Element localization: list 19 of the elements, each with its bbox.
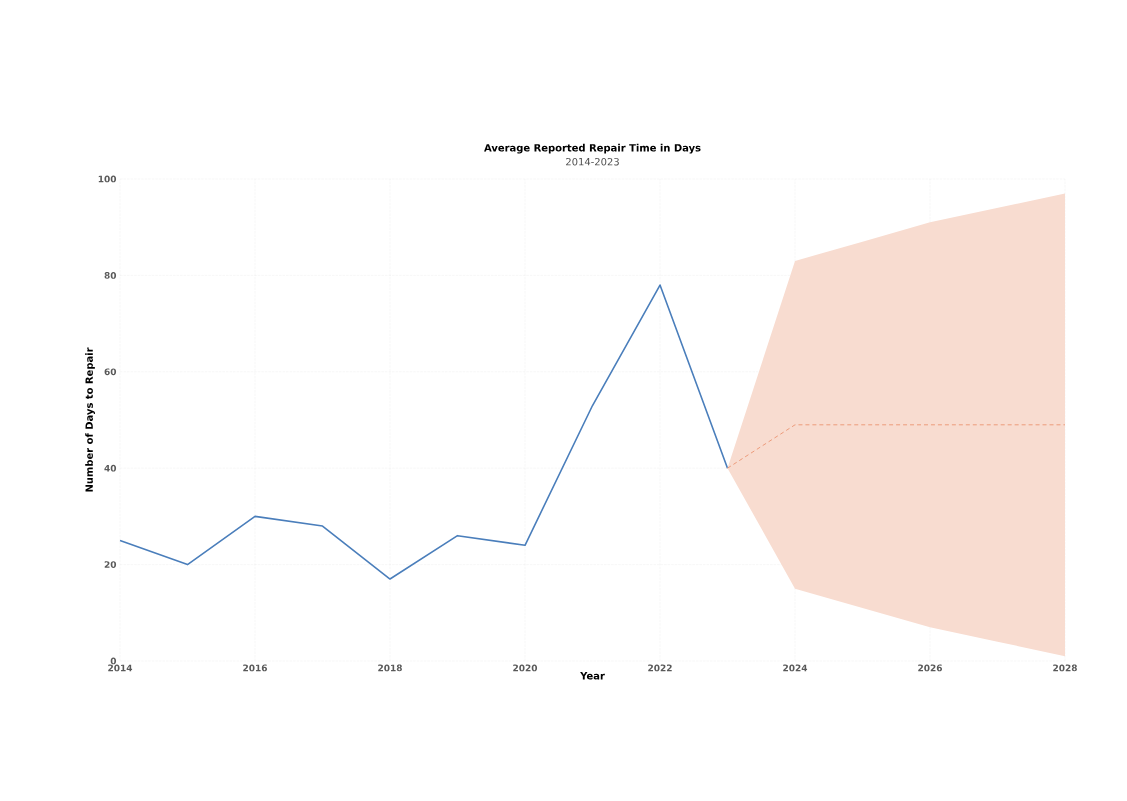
chart-title: Average Reported Repair Time in Days (484, 143, 701, 154)
y-axis-title: Number of Days to Repair (85, 347, 95, 492)
x-tick-label: 2028 (1053, 664, 1077, 672)
x-tick-label: 2014 (108, 664, 133, 672)
x-tick-label: 2026 (918, 664, 943, 672)
x-tick-label: 2022 (648, 664, 672, 672)
y-tick-label: 100 (98, 175, 117, 183)
x-tick-label: 2016 (243, 664, 268, 672)
chart-subtitle: 2014-2023 (566, 157, 619, 166)
x-tick-label: 2024 (783, 664, 808, 672)
y-tick-label: 20 (104, 561, 117, 568)
x-tick-label: 2020 (513, 664, 538, 672)
x-axis-title: Year (580, 672, 605, 680)
x-tick-label: 2018 (378, 664, 402, 672)
line-series (119, 284, 729, 580)
y-tick-label: 0 (110, 657, 117, 665)
y-tick-label: 80 (104, 271, 117, 279)
y-tick-label: 40 (104, 464, 117, 472)
y-tick-label: 60 (104, 368, 117, 376)
